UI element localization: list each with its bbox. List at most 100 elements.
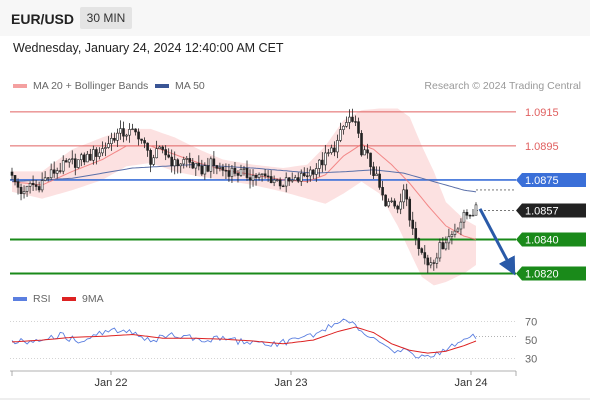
- candle-body: [272, 179, 276, 183]
- candle-body: [92, 149, 95, 161]
- candle: [128, 123, 131, 143]
- candle-body: [296, 177, 300, 182]
- price-tag-1-0840: 1.0840: [516, 232, 586, 247]
- candle: [375, 166, 378, 176]
- candle: [28, 181, 32, 194]
- candle-body: [167, 154, 170, 158]
- candle-body: [372, 166, 375, 176]
- candle: [263, 168, 267, 179]
- candle: [366, 143, 369, 159]
- rsi-panel: 70 50 30: [10, 316, 537, 366]
- candle: [302, 167, 306, 178]
- candle-body: [25, 185, 29, 192]
- candle-body: [83, 154, 86, 163]
- candle: [333, 141, 336, 157]
- candle: [40, 172, 44, 193]
- candle-body: [269, 176, 273, 183]
- candle: [104, 142, 107, 157]
- candle-body: [227, 170, 231, 177]
- candle: [435, 252, 439, 269]
- candle-body: [143, 140, 146, 144]
- candle: [372, 161, 375, 179]
- candle: [308, 166, 312, 182]
- candle: [305, 167, 309, 184]
- candle: [399, 193, 402, 215]
- candle-body: [95, 149, 98, 157]
- candle-body: [76, 159, 80, 168]
- candle: [209, 156, 213, 179]
- candle-body: [287, 177, 291, 182]
- price-tag-box: [516, 203, 586, 218]
- candle-body: [336, 140, 339, 153]
- candle-body: [37, 186, 41, 191]
- candle-body: [70, 158, 74, 160]
- legend-ma20: MA 20 + Bollinger Bands: [13, 80, 148, 92]
- candle: [61, 155, 65, 175]
- candle: [284, 172, 288, 193]
- candle: [10, 167, 14, 181]
- candle-body: [411, 219, 415, 229]
- research-credit: Research © 2024 Trading Central: [424, 80, 581, 92]
- candle: [13, 175, 17, 186]
- candle: [19, 183, 23, 201]
- price-tag-box: [516, 266, 586, 281]
- time-tick-label: Jan 22: [94, 377, 127, 389]
- candle: [396, 204, 399, 214]
- candle-body: [375, 173, 378, 176]
- timeframe-button[interactable]: 30 MIN: [80, 7, 132, 29]
- candle: [287, 177, 291, 186]
- candle: [278, 177, 282, 190]
- candle-body: [396, 205, 399, 210]
- candle-body: [218, 167, 222, 169]
- candle: [230, 164, 234, 183]
- candle-body: [248, 177, 252, 181]
- bollinger-band-layer: [12, 108, 476, 286]
- candle: [86, 151, 89, 163]
- candle: [251, 169, 255, 187]
- candle-body: [360, 133, 363, 156]
- candle: [215, 164, 219, 175]
- price-tag-1-0857: 1.0857: [516, 203, 586, 218]
- candle: [245, 160, 249, 181]
- candle-body: [173, 159, 177, 167]
- candle-body: [191, 162, 195, 169]
- candle-body: [450, 234, 454, 237]
- candle-body: [34, 184, 38, 187]
- candle: [357, 117, 360, 138]
- candle-body: [254, 175, 258, 178]
- candle: [143, 137, 146, 149]
- candle: [34, 179, 38, 191]
- candle-body: [155, 148, 158, 159]
- candle: [98, 147, 101, 160]
- candle: [31, 175, 35, 192]
- candle: [22, 185, 26, 199]
- candle-body: [128, 129, 131, 136]
- candle-body: [456, 228, 460, 232]
- price-tag-1-0820: 1.0820: [516, 266, 586, 281]
- candle-body: [149, 150, 152, 165]
- candle: [64, 158, 68, 163]
- candle: [146, 142, 149, 157]
- candle: [125, 133, 128, 141]
- candle-body: [52, 169, 56, 174]
- rsi-tick-70: 70: [525, 316, 537, 328]
- candle-body: [348, 116, 351, 123]
- candle: [272, 175, 276, 187]
- candle-body: [402, 189, 405, 203]
- price-tag-label: 1.0915: [525, 107, 559, 119]
- candle: [444, 236, 448, 251]
- rsi-tick-50: 50: [525, 335, 537, 347]
- rsi-line: [11, 318, 477, 359]
- candle: [402, 184, 405, 209]
- candle: [342, 125, 345, 135]
- candle: [441, 237, 445, 250]
- candle: [191, 158, 195, 170]
- candle-body: [28, 183, 32, 187]
- candle: [218, 162, 222, 172]
- candle: [79, 152, 83, 167]
- candle-body: [122, 128, 125, 137]
- candle-body: [453, 230, 457, 235]
- candle-body: [474, 204, 478, 216]
- legend-rsi-label: RSI: [33, 293, 51, 305]
- candle: [257, 172, 261, 181]
